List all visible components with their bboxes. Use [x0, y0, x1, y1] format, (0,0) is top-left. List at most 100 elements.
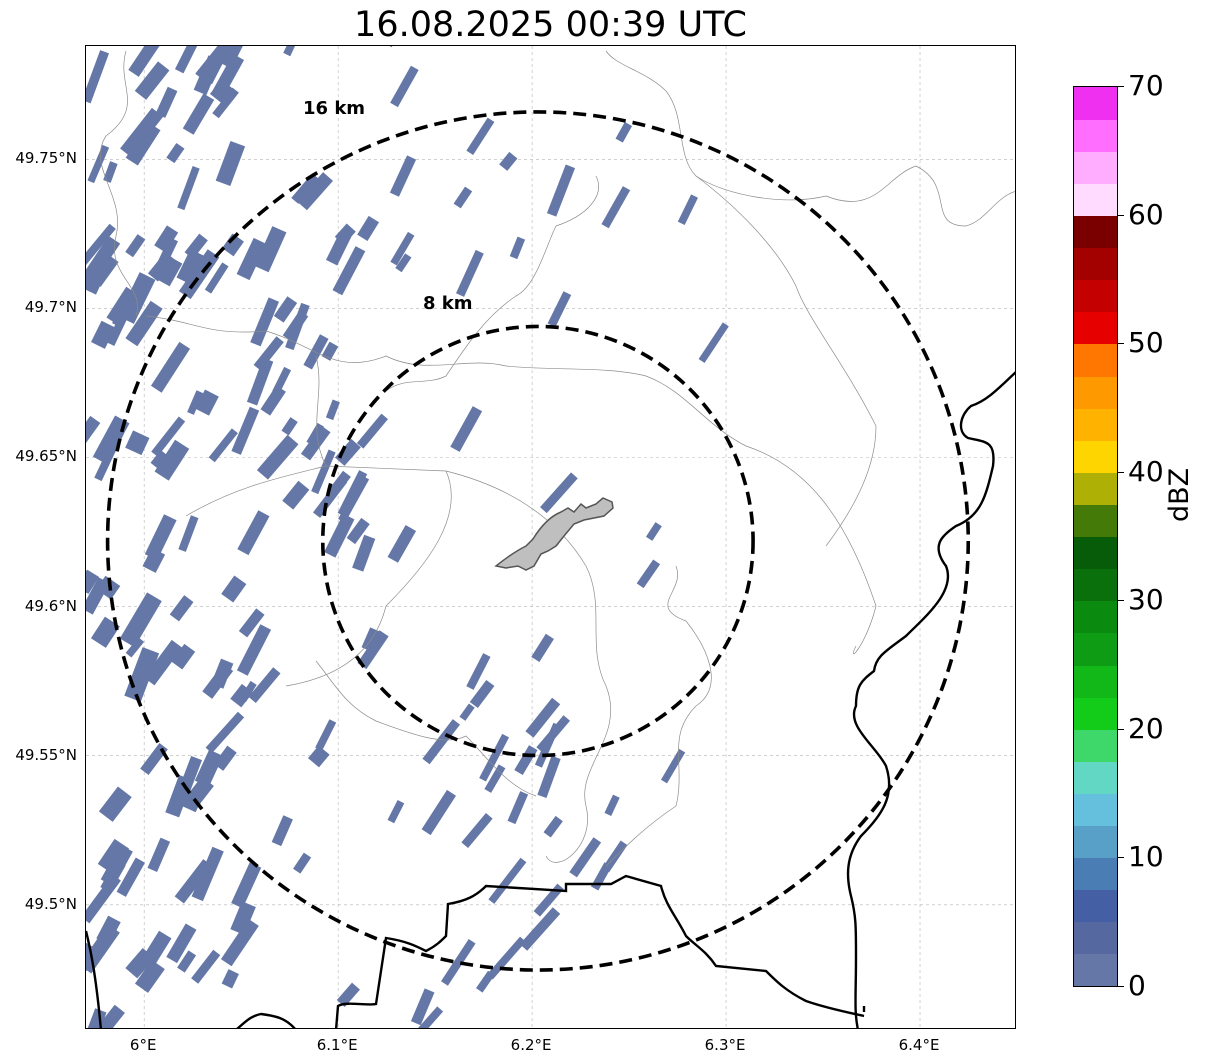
echo-cell: [222, 233, 244, 257]
echo-cell: [569, 837, 602, 878]
echo-cell: [395, 253, 412, 273]
echo-cell: [338, 475, 370, 523]
echo-cell: [312, 476, 348, 518]
echo-cell: [519, 907, 561, 951]
echo-cell: [98, 1004, 125, 1028]
echo-cell: [308, 745, 330, 768]
echo-cell: [507, 791, 529, 825]
echo-cell: [677, 194, 698, 226]
echo-cell: [106, 299, 135, 346]
echo-cell: [174, 46, 199, 74]
commune-boundary: [185, 355, 612, 863]
colorbar-tick-label: 40: [1128, 454, 1164, 488]
echo-cell: [187, 390, 204, 415]
echo-cell: [297, 172, 333, 211]
echo-cell: [125, 300, 163, 347]
colorbar-segment: [1074, 343, 1117, 377]
echo-cell: [514, 745, 538, 776]
echo-cell: [421, 789, 456, 836]
colorbar-segment: [1074, 568, 1117, 602]
range-ring-label-16km: 16 km: [303, 98, 366, 119]
echo-cell: [86, 569, 99, 594]
colorbar-segment: [1074, 472, 1117, 505]
colorbar-tick-mark: [1118, 86, 1124, 87]
colorbar-segment: [1074, 279, 1117, 313]
colorbar-tick-label: 30: [1128, 583, 1164, 617]
echo-cell: [547, 291, 572, 328]
echo-cell: [221, 969, 239, 989]
echo-cell: [484, 764, 506, 793]
echo-cell: [357, 215, 380, 241]
commune-boundary: [385, 175, 877, 547]
echo-cell: [660, 748, 686, 784]
echo-cell: [645, 522, 662, 541]
echo-cell: [103, 161, 118, 183]
echo-cell: [256, 434, 299, 480]
echo-cell: [191, 949, 221, 984]
commune-boundary: [605, 50, 1015, 227]
echo-cell: [177, 166, 200, 211]
radar-map[interactable]: [85, 45, 1016, 1029]
y-tick-label: 49.7°N: [24, 298, 77, 317]
echo-cell: [488, 857, 527, 904]
echo-cell: [543, 815, 563, 838]
colorbar-segment: [1074, 119, 1117, 152]
x-tick-label: 6.4°E: [898, 1036, 940, 1054]
commune-boundary: [605, 565, 712, 867]
colorbar-tick-mark: [1118, 600, 1124, 602]
colorbar-segment: [1074, 761, 1117, 794]
colorbar-tick-label: 60: [1128, 197, 1164, 231]
echo-cell: [98, 786, 132, 822]
echo-cell: [405, 1006, 444, 1028]
colorbar-tick-mark: [1118, 471, 1124, 473]
echo-cell: [281, 417, 298, 436]
echo-cell: [461, 813, 493, 848]
echo-cell: [90, 616, 120, 648]
echo-cell: [357, 630, 389, 670]
echo-cell: [525, 697, 561, 738]
echo-cell: [389, 155, 417, 197]
echo-cell: [324, 513, 355, 558]
range-rings: [105, 110, 971, 972]
echo-cell: [238, 608, 265, 638]
echo-cell: [334, 223, 356, 245]
echo-cell: [315, 719, 337, 751]
echo-cell: [509, 236, 526, 260]
echo-cell: [221, 575, 247, 603]
colorbar-tick-mark: [1118, 728, 1124, 730]
echo-cell: [456, 249, 484, 297]
national-border: [846, 371, 1015, 1028]
echo-cell: [184, 233, 208, 260]
echo-cell: [120, 107, 164, 158]
colorbar-segment: [1074, 536, 1117, 570]
colorbar-segment: [1074, 729, 1117, 762]
echo-cell: [91, 320, 116, 349]
x-tick-label: 6.3°E: [704, 1036, 746, 1054]
echo-cell: [334, 438, 361, 466]
echo-cell: [459, 703, 475, 721]
colorbar-segment: [1074, 408, 1117, 441]
colorbar-segment: [1074, 247, 1117, 281]
echo-cell: [134, 61, 170, 100]
echo-cell: [479, 733, 510, 782]
echo-cell: [615, 121, 633, 143]
echo-cell: [385, 46, 402, 48]
echo-cell: [306, 422, 324, 446]
echo-cell: [213, 745, 237, 771]
colorbar-segment: [1074, 825, 1117, 859]
colorbar-tick-mark: [1118, 986, 1124, 987]
echo-cell: [254, 226, 287, 273]
echo-cell: [231, 862, 262, 909]
echo-cell: [182, 93, 215, 135]
echo-cell: [325, 399, 340, 421]
echo-cell: [147, 837, 171, 873]
commune-boundary: [100, 50, 877, 655]
echo-cell: [125, 234, 146, 258]
echo-cell: [166, 143, 185, 164]
colorbar-segment: [1074, 632, 1117, 666]
echo-cell: [220, 918, 259, 967]
colorbar-segment: [1074, 921, 1117, 955]
echo-cell: [239, 680, 257, 703]
echo-cell: [158, 257, 183, 287]
radar-map-canvas: [86, 46, 1015, 1028]
